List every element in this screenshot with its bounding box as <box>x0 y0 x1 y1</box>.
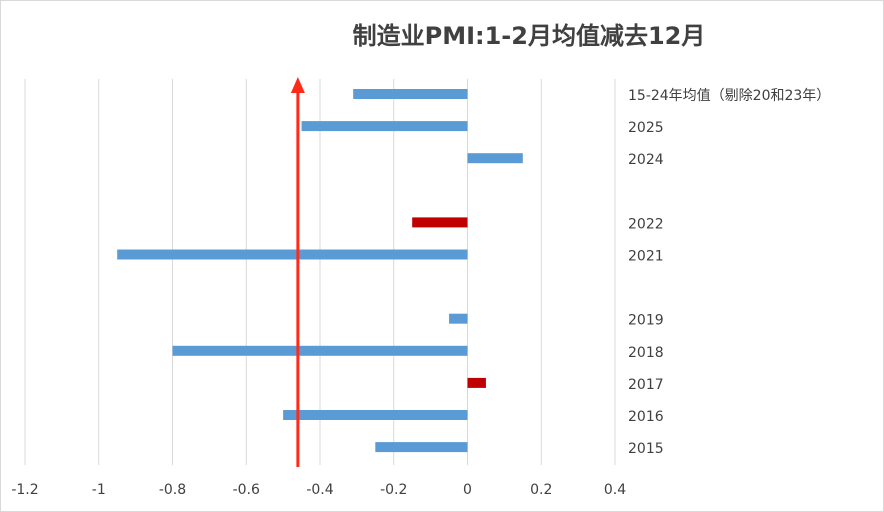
category-labels: 15-24年均值（剔除20和23年） 2025 2024 2022 2021 2019 20… <box>628 88 830 457</box>
arrow-head <box>290 77 305 93</box>
x-tick-label: -1 <box>92 482 106 498</box>
bar <box>412 217 468 228</box>
bar <box>172 345 468 356</box>
x-tick-label: -0.4 <box>306 482 333 498</box>
x-tick-label: -0.8 <box>159 482 186 498</box>
bar <box>467 153 523 164</box>
category-label: 2021 <box>628 249 664 265</box>
category-label: 2025 <box>628 120 664 136</box>
category-label: 2024 <box>628 152 664 168</box>
x-tick-label: -0.6 <box>233 482 260 498</box>
category-label: 2016 <box>628 409 664 425</box>
category-label: 2022 <box>628 216 664 232</box>
category-label: 15-24年均值（剔除20和23年） <box>628 88 830 104</box>
category-label: 2015 <box>628 441 664 457</box>
category-label: 2018 <box>628 345 664 361</box>
x-axis-ticks: -1.2 -1 -0.8 -0.6 -0.4 -0.2 0 0.2 0.4 <box>11 482 626 498</box>
x-tick-label: 0 <box>463 482 472 498</box>
bar <box>353 89 468 99</box>
category-label: 2017 <box>628 377 664 393</box>
bar <box>449 313 468 324</box>
category-label: 2019 <box>628 313 664 329</box>
x-tick-label: 0.4 <box>604 482 626 498</box>
bar <box>301 121 468 132</box>
bar <box>117 249 468 260</box>
bar <box>375 442 468 453</box>
x-tick-label: 0.2 <box>530 482 552 498</box>
x-tick-label: -1.2 <box>11 482 38 498</box>
bar <box>467 377 486 388</box>
chart-title: 制造业PMI:1-2月均值减去12月 <box>353 22 706 50</box>
grid-layer <box>24 79 616 465</box>
x-tick-label: -0.2 <box>380 482 407 498</box>
bar-layer <box>117 89 523 453</box>
arrow-layer <box>290 77 305 467</box>
bar <box>283 410 468 420</box>
